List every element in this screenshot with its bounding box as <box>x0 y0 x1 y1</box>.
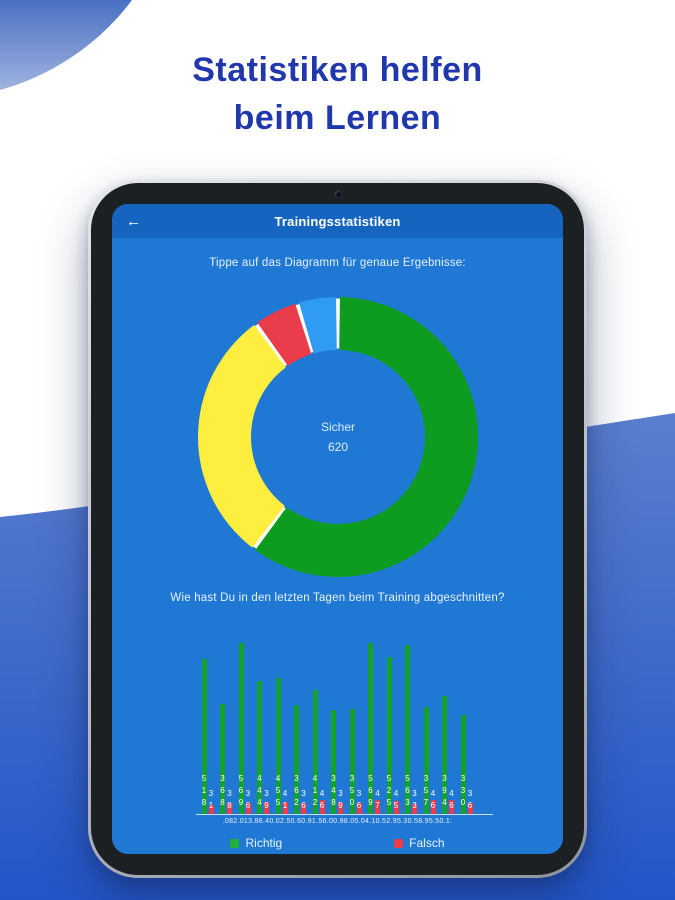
bar-richtig <box>368 643 373 814</box>
bar-richtig <box>220 703 225 814</box>
bar-falsch <box>264 802 269 814</box>
donut-chart[interactable]: Sicher 620 <box>197 297 478 577</box>
bar-value-falsch: 3 6 <box>356 789 362 810</box>
bar-falsch <box>282 801 288 814</box>
richtig-legend-dot-icon <box>230 838 240 848</box>
bar-richtig <box>349 709 355 814</box>
bar-value-richtig: 5 2 5 <box>386 774 392 807</box>
legend-item-richtig: Richtig <box>230 836 282 850</box>
bar-value-richtig: 4 4 4 <box>257 774 262 807</box>
bar-falsch <box>449 800 454 814</box>
bar-value-falsch: 4 1 <box>282 789 288 810</box>
bar-value-falsch: 3 6 <box>467 789 473 810</box>
legend-label-richtig: Richtig <box>245 836 283 850</box>
bar-value-falsch: 4 6 <box>430 789 436 810</box>
legend-label-falsch: Falsch <box>409 836 445 850</box>
bar-richtig <box>257 680 262 814</box>
bar-falsch <box>430 800 436 814</box>
bar-value-falsch: 3 8 <box>227 789 232 810</box>
bar-falsch <box>338 802 343 814</box>
bar-richtig <box>331 709 336 814</box>
app-header-title: Trainingsstatistiken <box>274 213 401 229</box>
donut-red-segment[interactable] <box>257 303 312 366</box>
x-axis-labels: .082.013.86.40.02.50.60.91.56.00.98.05.0… <box>222 818 453 825</box>
bar-value-richtig: 3 5 7 <box>423 774 429 807</box>
bar-value-falsch: 4 6 <box>449 789 454 810</box>
bar-value-richtig: 5 6 9 <box>238 774 244 807</box>
chart-legend: Richtig Falsch <box>112 836 563 850</box>
bar-falsch <box>319 800 325 814</box>
background-shape-top-left <box>0 0 132 90</box>
bar-falsch <box>467 803 473 814</box>
bar-value-richtig: 3 6 2 <box>294 774 299 807</box>
bar-value-falsch: 3 1 <box>208 789 214 810</box>
bar-falsch <box>412 804 417 814</box>
donut-green-segment[interactable] <box>255 297 478 577</box>
bar-value-falsch: 4 6 <box>319 789 325 810</box>
bar-value-falsch: 3 3 <box>412 789 417 810</box>
bar-falsch <box>393 800 399 814</box>
bar-value-richtig: 3 4 8 <box>331 774 336 807</box>
bar-value-falsch: 4 7 <box>375 789 380 810</box>
bar-value-richtig: 5 6 3 <box>405 774 410 807</box>
bar-value-richtig: 3 3 0 <box>460 774 466 807</box>
bar-chart[interactable]: .082.013.86.40.02.50.60.91.56.00.98.05.0… <box>112 204 563 854</box>
page-title: Statistiken helfen beim Lernen <box>192 51 483 137</box>
bar-richtig <box>386 656 392 814</box>
tablet-bezel: ← Trainingsstatistiken Tippe auf das Dia… <box>91 183 584 875</box>
tablet-frame: ← Trainingsstatistiken Tippe auf das Dia… <box>88 180 587 878</box>
bar-falsch <box>301 803 306 814</box>
bar-value-richtig: 3 6 8 <box>220 774 225 807</box>
donut-blue-segment[interactable] <box>298 297 337 354</box>
bar-falsch <box>245 803 251 814</box>
tablet-screen: ← Trainingsstatistiken Tippe auf das Dia… <box>112 204 563 854</box>
app-header: ← Trainingsstatistiken <box>112 204 563 238</box>
bar-richtig <box>275 677 281 814</box>
bar-falsch <box>208 804 214 814</box>
bar-richtig <box>312 690 318 814</box>
bar-value-falsch: 3 6 <box>301 789 306 810</box>
bar-value-richtig: 4 1 2 <box>312 774 318 807</box>
donut-yellow-segment[interactable] <box>197 324 286 548</box>
donut-chart-svg[interactable] <box>197 297 478 577</box>
bar-value-falsch: 3 6 <box>245 789 251 810</box>
legend-item-falsch: Falsch <box>394 836 445 850</box>
bar-value-richtig: 3 5 0 <box>349 774 355 807</box>
back-button[interactable]: ← <box>126 212 141 230</box>
bar-value-richtig: 3 9 4 <box>442 774 447 807</box>
front-camera <box>334 191 341 197</box>
bar-chart-question: Wie hast Du in den letzten Tagen beim Tr… <box>170 592 505 604</box>
x-axis-line <box>196 814 493 815</box>
bar-value-falsch: 3 9 <box>338 789 343 810</box>
bar-richtig <box>442 695 447 814</box>
bar-value-falsch: 3 9 <box>264 789 269 810</box>
bar-richtig <box>423 706 429 814</box>
bar-value-richtig: 5 6 9 <box>368 774 373 807</box>
bar-richtig <box>238 643 244 814</box>
falsch-legend-dot-icon <box>394 838 404 848</box>
bar-value-richtig: 4 5 5 <box>275 774 281 807</box>
bar-falsch <box>227 802 232 814</box>
bar-richtig <box>405 645 410 814</box>
donut-hint-text: Tippe auf das Diagramm für genaue Ergebn… <box>209 257 466 269</box>
bar-value-falsch: 4 5 <box>393 789 399 810</box>
bar-falsch <box>356 803 362 814</box>
bar-richtig <box>201 658 207 814</box>
bar-value-richtig: 5 1 8 <box>201 774 207 807</box>
bar-falsch <box>375 799 380 814</box>
bar-richtig <box>294 705 299 814</box>
bar-richtig <box>460 715 466 814</box>
